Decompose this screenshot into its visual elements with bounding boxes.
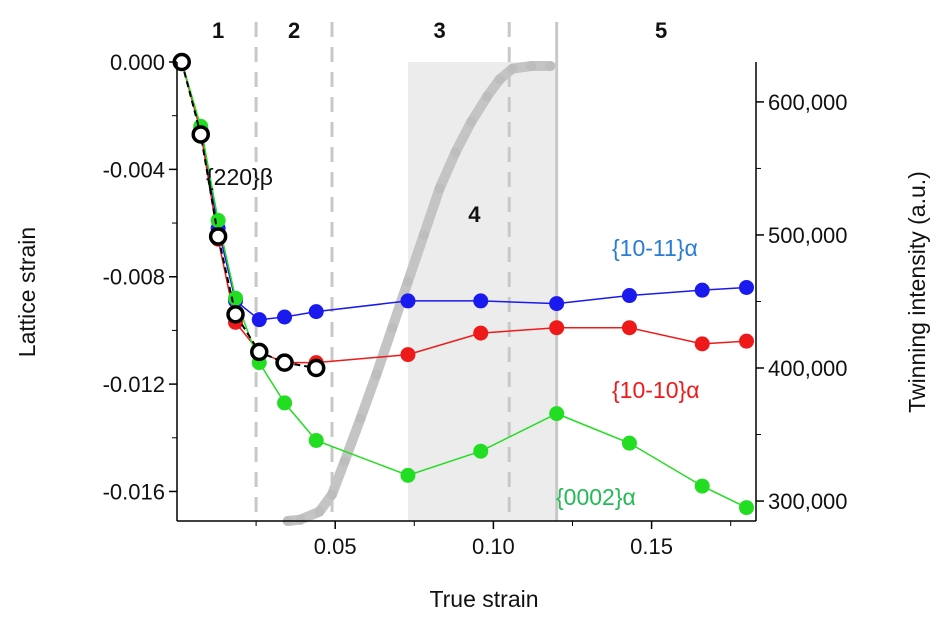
series-point xyxy=(473,443,489,459)
series-point xyxy=(277,309,293,325)
twinning-point xyxy=(450,147,461,158)
y-left-tick-label: -0.012 xyxy=(103,372,165,397)
series-point xyxy=(739,279,755,295)
series-point xyxy=(228,290,244,306)
series-point xyxy=(621,288,637,304)
series-point xyxy=(549,320,565,336)
region-divider-layer xyxy=(254,22,559,521)
series-point xyxy=(549,406,565,422)
axes-layer: 0.05 0.10 0.15 0.000 -0.004 -0.008 -0.012 -0.01… xyxy=(103,50,848,559)
series-point xyxy=(694,336,710,352)
twinning-point xyxy=(387,323,398,334)
series-point-beta xyxy=(208,227,228,246)
y-left-tick-label: -0.016 xyxy=(103,479,165,504)
twinning-point xyxy=(526,60,537,71)
y-right-tick-label: 300,000 xyxy=(768,489,848,514)
series-point xyxy=(473,325,489,341)
twinning-point xyxy=(434,183,445,194)
y-right-tick-label: 600,000 xyxy=(768,90,848,115)
twinning-point xyxy=(466,116,477,127)
series-labels-layer: {10-11}α {10-10}α {0002}α {220}β xyxy=(206,164,700,510)
y-left-tick-label: -0.008 xyxy=(103,265,165,290)
series-point xyxy=(251,312,267,328)
series-point xyxy=(694,478,710,494)
y-left-tick-label: 0.000 xyxy=(110,50,165,75)
series-point xyxy=(549,296,565,312)
series-point xyxy=(400,347,416,363)
series-point xyxy=(621,320,637,336)
series-point xyxy=(400,293,416,309)
series-point xyxy=(739,500,755,516)
series-point xyxy=(694,282,710,298)
series-point-beta xyxy=(191,125,210,144)
twinning-point xyxy=(482,91,493,102)
x-axis-title: True strain xyxy=(429,586,538,612)
region-label: 3 xyxy=(433,18,445,43)
series-layer xyxy=(172,52,755,516)
twinning-point xyxy=(507,63,518,74)
series-label: {10-10}α xyxy=(612,377,700,403)
series-point-beta xyxy=(226,305,245,324)
region-label: 1 xyxy=(212,18,224,43)
series-point xyxy=(400,467,416,483)
series-label: {220}β xyxy=(206,164,273,190)
twinning-point xyxy=(327,489,338,500)
twinning-curve-layer xyxy=(282,60,556,526)
series-point xyxy=(739,333,755,349)
twinning-point xyxy=(545,60,556,71)
series-point-beta xyxy=(250,342,269,362)
y-left-axis-title: Lattice strain xyxy=(14,227,40,357)
region-label: 5 xyxy=(655,18,667,43)
twinning-point xyxy=(402,276,413,287)
x-tick-label: 0.05 xyxy=(314,534,357,559)
series-point-beta xyxy=(306,358,326,378)
series-point xyxy=(473,293,489,309)
x-tick-label: 0.10 xyxy=(472,534,515,559)
series-point xyxy=(621,435,637,451)
series-point xyxy=(308,432,324,448)
region-label: 4 xyxy=(468,202,481,227)
series-point xyxy=(308,304,324,320)
series-point-beta xyxy=(275,353,294,372)
twinning-point xyxy=(494,74,505,85)
y-left-tick-label: -0.004 xyxy=(103,157,165,182)
y-right-tick-label: 500,000 xyxy=(768,223,848,248)
twinning-point xyxy=(339,456,350,467)
series-point xyxy=(210,212,226,228)
twinning-point xyxy=(355,413,366,424)
series-label: {0002}α xyxy=(556,484,636,510)
y-right-axis-title: Twinning intensity (a.u.) xyxy=(904,171,930,413)
twinning-point xyxy=(418,229,429,240)
series-line xyxy=(180,61,317,369)
twinning-point xyxy=(314,506,325,517)
series-label: {10-11}α xyxy=(612,235,698,261)
y-right-tick-label: 400,000 xyxy=(768,356,848,381)
region-label: 2 xyxy=(288,18,300,43)
twinning-point xyxy=(371,369,382,380)
twinning-point xyxy=(295,514,306,525)
x-tick-label: 0.15 xyxy=(630,534,673,559)
series-point xyxy=(277,395,293,411)
region-labels-layer: 1 2 3 4 5 xyxy=(212,18,667,227)
